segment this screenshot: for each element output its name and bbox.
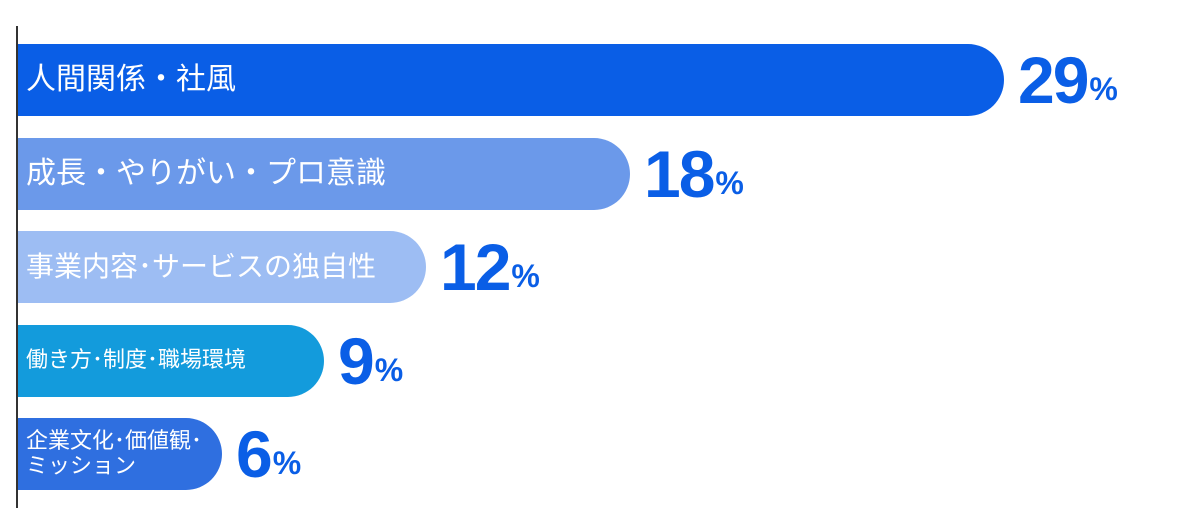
value-number: 29 [1018, 43, 1089, 117]
value-unit: % [511, 258, 540, 294]
value-number: 12 [440, 230, 511, 304]
bar-2: 成長・やりがい・プロ意識 [18, 138, 630, 210]
bar-5: 企業文化･価値観･ ミッション [18, 418, 222, 490]
value-label-4: 9% [338, 324, 404, 398]
value-number: 18 [644, 137, 715, 211]
y-axis-line [16, 26, 18, 508]
value-unit: % [715, 165, 744, 201]
value-unit: % [374, 352, 404, 388]
value-unit: % [272, 445, 302, 481]
bar-1: 人間関係・社風 [18, 44, 1004, 116]
bar-3: 事業内容･サービスの独自性 [18, 231, 426, 303]
value-label-2: 18% [644, 137, 744, 211]
value-unit: % [1089, 71, 1118, 107]
value-label-3: 12% [440, 230, 540, 304]
value-label-1: 29% [1018, 43, 1118, 117]
value-number: 9 [338, 324, 375, 398]
bar-4: 働き方･制度･職場環境 [18, 325, 324, 397]
value-number: 6 [236, 417, 273, 491]
value-label-5: 6% [236, 417, 302, 491]
